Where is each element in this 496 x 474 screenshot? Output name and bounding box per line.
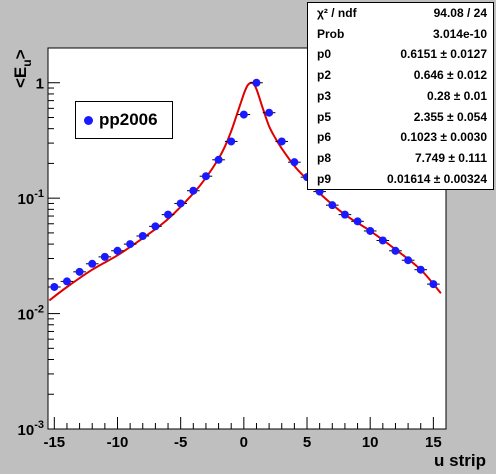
data-point — [62, 277, 71, 286]
fit-stat-value: 0.646 ± 0.012 — [413, 68, 487, 83]
data-point — [265, 108, 274, 117]
y-tick-label: 10-3 — [18, 419, 44, 439]
data-point — [252, 78, 261, 87]
data-point — [277, 137, 286, 146]
data-point — [239, 110, 248, 119]
data-point — [378, 236, 387, 245]
data-point — [75, 267, 84, 276]
fit-stat-value: 0.1023 ± 0.0030 — [400, 130, 487, 145]
y-tick-exponent: -1 — [34, 188, 44, 200]
x-tick-label: 0 — [240, 434, 248, 451]
x-tick-label: 15 — [425, 434, 442, 451]
fit-stat-row: Prob 3.014e-10 — [308, 24, 495, 44]
legend: pp2006 — [75, 101, 173, 139]
data-point — [227, 137, 236, 146]
data-point — [391, 246, 400, 255]
y-tick-label: 10-1 — [18, 188, 44, 208]
y-tick-base: 1 — [36, 76, 44, 93]
y-axis-label-main: <E — [11, 67, 30, 88]
data-point — [151, 222, 160, 231]
fit-stat-row: p2 0.646 ± 0.012 — [308, 65, 495, 85]
data-point — [126, 240, 135, 249]
fit-stat-key: p5 — [317, 109, 332, 124]
fit-stat-key: p6 — [317, 130, 332, 145]
y-axis-label-close: > — [11, 49, 30, 59]
fit-stat-value: 0.6151 ± 0.0127 — [400, 47, 487, 62]
data-point — [138, 232, 147, 241]
fit-stat-row: p0 0.6151 ± 0.0127 — [308, 44, 495, 64]
x-tick-label: 10 — [362, 434, 379, 451]
data-point — [340, 210, 349, 219]
fit-stat-value: 94.08 / 24 — [433, 6, 487, 20]
x-tick-label: -15 — [43, 434, 65, 451]
fit-stat-key: p8 — [317, 150, 332, 165]
fit-stat-key: p3 — [317, 88, 332, 103]
data-point — [290, 158, 299, 167]
x-tick-label: 5 — [303, 434, 311, 451]
y-axis-label-sub: u — [20, 59, 34, 66]
fit-stat-value: 0.28 ± 0.01 — [427, 88, 487, 103]
data-point — [416, 265, 425, 274]
data-point — [189, 186, 198, 195]
data-point — [113, 246, 122, 255]
fit-stat-row: p9 0.01614 ± 0.00324 — [308, 169, 495, 189]
data-point — [164, 210, 173, 219]
data-point — [100, 252, 109, 261]
y-tick-base: 10 — [18, 422, 35, 439]
fit-stat-row: p5 2.355 ± 0.054 — [308, 107, 495, 127]
fit-stat-row: p8 7.749 ± 0.111 — [308, 148, 495, 168]
data-points — [48, 78, 440, 291]
fit-stat-key: p2 — [317, 68, 332, 83]
fit-stat-row: p6 0.1023 ± 0.0030 — [308, 127, 495, 147]
data-point — [214, 155, 223, 164]
data-point — [353, 217, 362, 226]
fit-stat-row: χ² / ndf 94.08 / 24 — [308, 3, 495, 23]
fit-stat-value: 3.014e-10 — [432, 26, 487, 41]
x-tick-label: -5 — [174, 434, 187, 451]
y-tick-base: 10 — [18, 191, 35, 208]
x-axis-label: u strip — [434, 451, 486, 470]
legend-label: pp2006 — [99, 110, 158, 129]
fit-stat-key: p0 — [317, 47, 332, 62]
data-point — [328, 201, 337, 210]
fit-stat-value: 2.355 ± 0.054 — [413, 109, 487, 124]
fit-stat-key: p9 — [317, 171, 332, 186]
data-point — [88, 259, 97, 268]
data-point — [429, 280, 438, 289]
fit-stat-key: Prob — [317, 26, 345, 41]
data-point — [201, 172, 210, 181]
y-tick-exponent: -2 — [34, 304, 44, 316]
fit-stat-value: 7.749 ± 0.111 — [415, 150, 487, 165]
y-axis-label: <Eu> — [11, 49, 34, 88]
y-tick-exponent: -3 — [34, 419, 44, 431]
fit-stat-value: 0.01614 ± 0.00324 — [386, 171, 487, 186]
fit-stat-key: χ² / ndf — [317, 6, 357, 20]
y-tick-label: 1 — [36, 76, 44, 93]
data-point — [366, 226, 375, 235]
data-point — [50, 282, 59, 291]
data-point — [404, 256, 413, 265]
legend-marker-icon — [84, 116, 93, 125]
fit-stats-box: χ² / ndf 94.08 / 24 Prob 3.014e-10 p0 0.6151 … — [307, 2, 494, 190]
y-tick-base: 10 — [18, 307, 35, 324]
fit-stat-row: p3 0.28 ± 0.01 — [308, 86, 495, 106]
data-point — [176, 199, 185, 208]
y-tick-label: 10-2 — [18, 304, 44, 324]
x-tick-label: -10 — [107, 434, 129, 451]
